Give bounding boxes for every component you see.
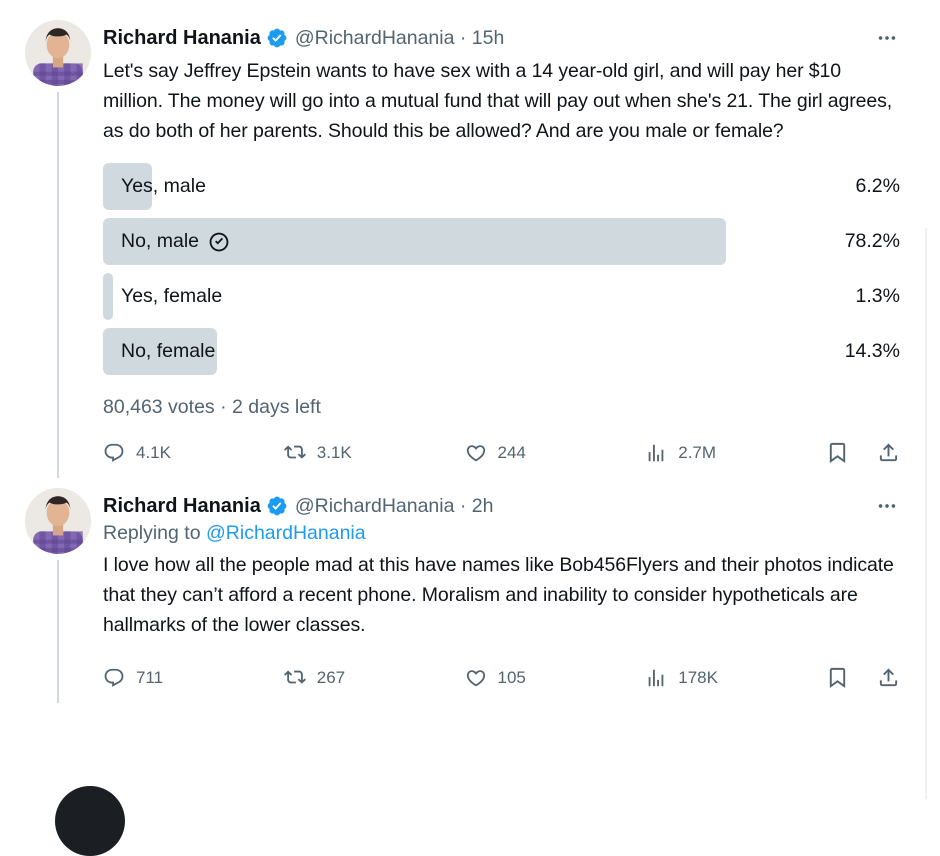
bookmark-button[interactable]	[826, 441, 849, 464]
views-icon	[648, 669, 664, 686]
poll-bar	[103, 273, 114, 320]
bookmark-button[interactable]	[826, 666, 849, 689]
like-button[interactable]: 105	[465, 667, 646, 689]
thread-line	[57, 560, 59, 703]
views-button[interactable]: 178K	[645, 667, 826, 689]
poll-option-no-male: No, male 78.2%	[103, 218, 900, 265]
like-count: 244	[497, 442, 526, 462]
avatar[interactable]	[25, 488, 91, 554]
poll: Yes, male 6.2% No, male 78.2% Yes, fe	[103, 163, 900, 419]
poll-option-no-female: No, female 14.3%	[103, 328, 900, 375]
vote-check-icon	[208, 231, 230, 253]
author-name[interactable]: Richard Hanania	[103, 494, 261, 517]
verified-badge-icon	[266, 495, 288, 517]
poll-option-percent: 1.3%	[855, 285, 900, 307]
bookmark-icon	[829, 442, 846, 463]
verified-badge-icon	[266, 27, 288, 49]
tweet-1-content: Richard Hanania @RichardHanania · 15h Le…	[103, 20, 900, 478]
like-icon	[466, 444, 485, 461]
like-button[interactable]: 244	[465, 442, 646, 464]
thread-line	[57, 92, 59, 478]
share-button[interactable]	[877, 666, 900, 689]
reply-count: 711	[136, 667, 164, 687]
views-button[interactable]: 2.7M	[645, 442, 826, 464]
author-handle-time[interactable]: @RichardHanania · 15h	[294, 26, 505, 49]
reply-icon	[104, 443, 124, 462]
poll-option-yes-male: Yes, male 6.2%	[103, 163, 900, 210]
tweet-1-gutter	[25, 20, 103, 478]
like-icon	[466, 669, 485, 686]
reply-icon	[104, 668, 124, 687]
tweet-2-header: Richard Hanania @RichardHanania · 2h	[103, 493, 900, 519]
tweet-2-gutter	[25, 488, 103, 703]
poll-option-label: Yes, female	[121, 285, 223, 307]
author-name[interactable]: Richard Hanania	[103, 26, 261, 49]
next-tweet-avatar[interactable]	[55, 786, 125, 856]
reply-button[interactable]: 711	[103, 667, 284, 689]
share-button[interactable]	[877, 441, 900, 464]
tweet-1-actions: 4.1K 3.1K 244 2.7M	[103, 441, 900, 464]
share-icon	[879, 443, 898, 462]
repost-icon	[283, 670, 306, 684]
views-count: 2.7M	[678, 442, 717, 462]
share-icon	[879, 668, 898, 687]
more-button[interactable]	[874, 25, 900, 51]
repost-icon	[283, 445, 306, 459]
poll-option-label: No, male	[121, 230, 200, 252]
more-icon	[878, 504, 896, 508]
tweet-1: Richard Hanania @RichardHanania · 15h Le…	[25, 20, 900, 478]
poll-option-percent: 78.2%	[844, 230, 900, 252]
poll-bar	[103, 328, 217, 375]
repost-button[interactable]: 3.1K	[283, 442, 465, 464]
like-count: 105	[497, 667, 526, 687]
tweet-1-header: Richard Hanania @RichardHanania · 15h	[103, 25, 900, 51]
more-icon	[878, 36, 896, 40]
tweet-2: Richard Hanania @RichardHanania · 2h Rep…	[0, 478, 940, 703]
poll-option-label: Yes, male	[121, 175, 206, 197]
poll-option-label: No, female	[121, 340, 216, 362]
repost-count: 267	[316, 667, 346, 687]
poll-option-percent: 6.2%	[855, 175, 900, 197]
more-button[interactable]	[874, 493, 900, 519]
bookmark-icon	[829, 667, 846, 688]
replying-to: Replying to @RichardHanania	[103, 522, 366, 544]
replying-to-handle-link[interactable]: @RichardHanania	[205, 522, 366, 544]
tweet-thread: Richard Hanania @RichardHanania · 15h Le…	[0, 20, 940, 856]
reply-count: 4.1K	[136, 442, 171, 462]
views-count: 178K	[678, 667, 718, 687]
repost-count: 3.1K	[316, 442, 352, 462]
author-handle-time[interactable]: @RichardHanania · 2h	[294, 494, 494, 517]
repost-button[interactable]: 267	[283, 667, 465, 689]
poll-bar	[103, 218, 727, 265]
views-icon	[648, 444, 664, 461]
poll-meta: 80,463 votes · 2 days left	[103, 396, 321, 418]
reply-button[interactable]: 4.1K	[103, 442, 284, 464]
poll-option-percent: 14.3%	[844, 340, 900, 362]
avatar[interactable]	[25, 20, 91, 86]
tweet-text: I love how all the people mad at this ha…	[103, 554, 894, 636]
poll-bar	[103, 163, 153, 210]
tweet-2-actions: 711 267 105 178K	[103, 666, 900, 689]
scrollbar-track[interactable]	[925, 228, 927, 799]
tweet-2-content: Richard Hanania @RichardHanania · 2h Rep…	[103, 488, 900, 703]
poll-option-yes-female: Yes, female 1.3%	[103, 273, 900, 320]
tweet-text: Let's say Jeffrey Epstein wants to have …	[103, 60, 893, 142]
